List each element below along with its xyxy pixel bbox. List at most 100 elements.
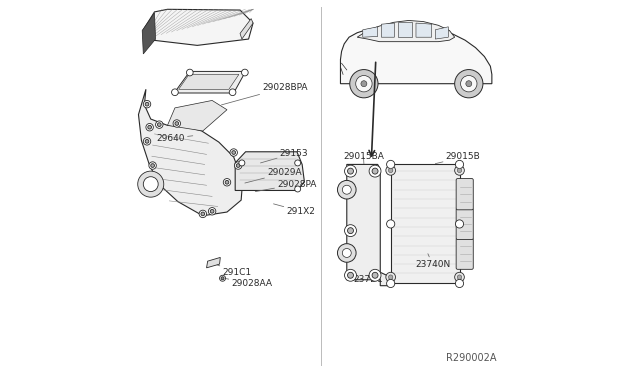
FancyBboxPatch shape [456,238,473,269]
Circle shape [349,70,378,98]
Circle shape [232,151,236,154]
Polygon shape [207,257,220,268]
Circle shape [199,210,207,218]
Circle shape [388,275,393,279]
Text: 23740N: 23740N [415,254,450,269]
Text: 291X2: 291X2 [273,204,316,216]
Text: 29640: 29640 [156,134,193,143]
Circle shape [356,76,372,92]
Circle shape [156,121,163,128]
Text: R290002A: R290002A [446,353,497,363]
Polygon shape [179,74,239,89]
Circle shape [225,180,229,184]
Polygon shape [142,13,156,54]
Circle shape [344,225,356,237]
Circle shape [348,168,353,174]
Circle shape [146,124,154,131]
Polygon shape [235,152,305,190]
Polygon shape [143,9,253,45]
Circle shape [386,272,396,282]
Circle shape [151,164,154,167]
Text: 29028BPA: 29028BPA [221,83,308,105]
Circle shape [223,179,231,186]
Circle shape [369,165,381,177]
Circle shape [337,244,356,262]
Circle shape [138,171,164,197]
Circle shape [456,160,463,169]
Circle shape [294,160,301,166]
Polygon shape [138,89,243,216]
Circle shape [143,177,158,192]
Circle shape [145,140,149,143]
Circle shape [369,269,381,281]
Circle shape [361,81,367,87]
Text: 29015B: 29015B [435,153,481,164]
Circle shape [175,122,179,125]
Circle shape [241,69,248,76]
Circle shape [220,275,225,281]
Polygon shape [416,23,431,37]
Text: 29015BA: 29015BA [343,153,384,164]
Circle shape [234,162,242,169]
Circle shape [387,160,395,169]
Circle shape [186,69,193,76]
Polygon shape [347,164,390,286]
Text: 291C1: 291C1 [215,264,252,277]
Circle shape [344,269,356,281]
Text: 29153: 29153 [260,149,308,163]
Circle shape [454,272,465,282]
FancyBboxPatch shape [456,179,473,210]
Polygon shape [340,25,492,84]
Circle shape [172,89,179,96]
Circle shape [145,102,149,106]
Circle shape [456,279,463,288]
Polygon shape [390,164,460,283]
Circle shape [143,100,151,108]
Circle shape [211,209,214,213]
Circle shape [239,160,245,166]
Polygon shape [363,27,378,37]
Polygon shape [240,19,253,39]
Circle shape [148,125,152,129]
Circle shape [457,168,461,173]
Circle shape [229,89,236,96]
Circle shape [294,186,301,192]
Circle shape [454,166,465,175]
Circle shape [201,212,205,216]
Circle shape [457,275,461,279]
Circle shape [173,120,180,127]
Circle shape [372,272,378,278]
Text: 29028PA: 29028PA [255,180,317,192]
Circle shape [454,70,483,98]
Text: 29028AA: 29028AA [224,278,273,288]
Polygon shape [398,22,412,37]
Circle shape [230,149,237,156]
Circle shape [342,185,351,194]
Circle shape [337,180,356,199]
Polygon shape [174,71,246,93]
Circle shape [143,138,151,145]
Circle shape [344,165,356,177]
Circle shape [209,208,216,215]
Circle shape [221,277,224,280]
Circle shape [387,220,395,228]
Circle shape [348,228,353,234]
FancyBboxPatch shape [456,208,473,240]
Circle shape [466,81,472,87]
Circle shape [456,220,463,228]
Circle shape [149,162,156,169]
Circle shape [348,272,353,278]
Circle shape [461,76,477,92]
Circle shape [388,168,393,173]
Circle shape [342,248,351,257]
Polygon shape [357,20,454,42]
Circle shape [236,164,240,167]
Circle shape [157,123,161,126]
Text: 237D1: 237D1 [353,275,383,284]
Polygon shape [435,27,449,39]
Circle shape [387,279,395,288]
Polygon shape [168,100,227,131]
Polygon shape [381,23,394,37]
Text: 29029A: 29029A [245,169,302,183]
Circle shape [386,166,396,175]
